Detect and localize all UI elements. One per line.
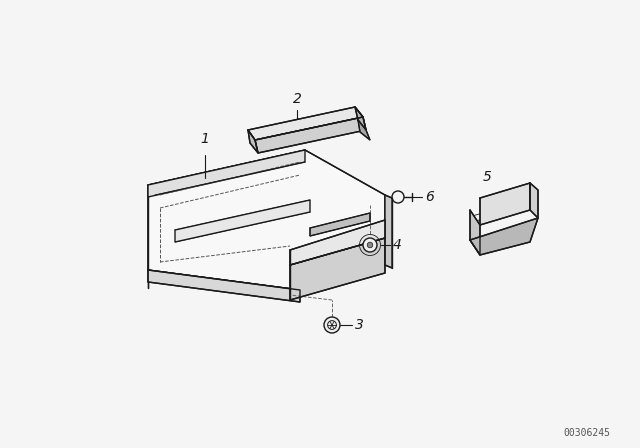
- Polygon shape: [290, 220, 385, 265]
- Polygon shape: [175, 200, 310, 242]
- Polygon shape: [385, 195, 392, 268]
- Text: 4: 4: [393, 238, 402, 252]
- Polygon shape: [470, 210, 480, 255]
- Polygon shape: [310, 213, 370, 236]
- Polygon shape: [248, 107, 363, 140]
- Circle shape: [363, 238, 377, 252]
- Polygon shape: [248, 130, 258, 153]
- Circle shape: [324, 317, 340, 333]
- Polygon shape: [148, 150, 305, 197]
- Polygon shape: [255, 117, 366, 153]
- Text: 6: 6: [425, 190, 434, 204]
- Text: 1: 1: [200, 132, 209, 146]
- Text: 2: 2: [292, 92, 301, 106]
- Text: 5: 5: [483, 170, 492, 184]
- Text: 3: 3: [355, 318, 364, 332]
- Polygon shape: [355, 107, 366, 130]
- Polygon shape: [358, 120, 370, 140]
- Circle shape: [367, 242, 372, 248]
- Polygon shape: [470, 218, 538, 255]
- Polygon shape: [148, 270, 300, 302]
- Polygon shape: [290, 238, 385, 300]
- Polygon shape: [480, 183, 530, 225]
- Text: 00306245: 00306245: [563, 428, 610, 438]
- Polygon shape: [530, 183, 538, 218]
- Polygon shape: [148, 150, 385, 290]
